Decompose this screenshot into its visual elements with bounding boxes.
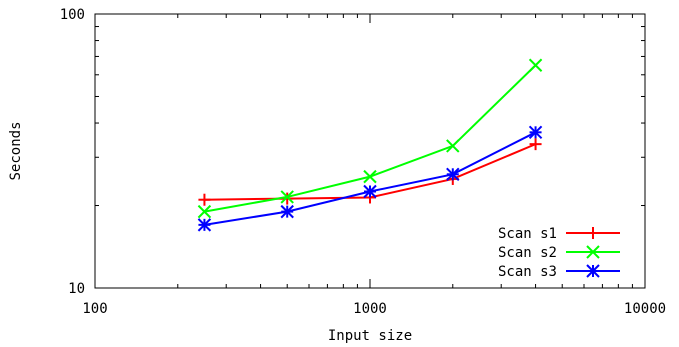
x-axis-label: Input size [328,328,412,344]
y-tick-label: 100 [60,7,85,23]
y-tick-label: 10 [68,281,85,297]
data-point [197,218,212,232]
legend-label: Scan s2 [498,245,557,261]
x-tick-label: 1000 [353,301,387,317]
data-point [528,125,543,140]
series-layer [197,58,543,232]
data-point [280,190,294,204]
x-tick-label: 100 [82,301,107,317]
data-point [528,58,543,72]
x-tick-label: 10000 [624,301,666,317]
data-point [363,184,377,199]
legend-marker [587,227,599,239]
series-line-3 [204,131,537,226]
legend-marker [586,264,600,278]
legend-label: Scan s1 [498,226,557,242]
axes-ticks: 100 1000 10000 10 100 [60,7,666,317]
data-point [446,139,460,153]
data-point [363,169,377,184]
legend-marker [586,245,600,259]
data-point [198,193,211,206]
legend-label: Scan s3 [498,264,557,280]
data-point [529,138,542,151]
legend: Scan s1 Scan s2 Scan s3 [498,226,620,280]
plot-frame [94,13,646,289]
data-point [280,204,294,219]
data-point [197,204,212,219]
data-point [446,167,460,182]
y-axis-label: Seconds [8,121,24,180]
